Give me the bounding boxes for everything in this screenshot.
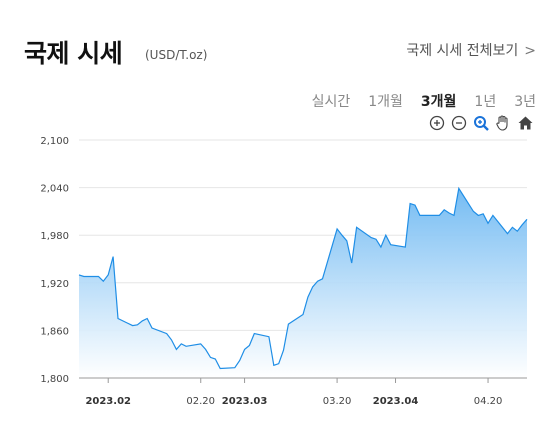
tab-3-months[interactable]: 3개월 — [420, 94, 457, 110]
pan-hand-icon[interactable] — [495, 114, 512, 132]
y-tick-label: 1,920 — [40, 279, 69, 290]
view-all-link[interactable]: 국제 시세 전체보기 > — [406, 40, 536, 60]
x-tick-label: 2023.02 — [85, 396, 131, 407]
x-tick-label: 2023.03 — [222, 396, 268, 407]
zoom-in-icon[interactable] — [429, 114, 446, 132]
price-area — [79, 188, 527, 378]
x-axis: 2023.02 02.20 2023.03 03.20 2023.04 04.20 — [79, 377, 527, 407]
page-title: 국제 시세 — [24, 39, 123, 68]
y-tick-label: 1,860 — [40, 326, 69, 337]
y-tick-label: 1,980 — [40, 231, 69, 242]
tab-1-month[interactable]: 1개월 — [368, 94, 403, 110]
x-tick-label: 02.20 — [186, 396, 215, 407]
y-axis: 1,800 1,860 1,920 1,980 2,040 2,100 — [40, 136, 69, 385]
period-tabs: 실시간 1개월 3개월 1년 3년 — [312, 91, 536, 111]
chevron-right-icon: > — [524, 43, 536, 59]
home-icon[interactable] — [517, 114, 534, 132]
tab-3-years[interactable]: 3년 — [514, 94, 536, 110]
y-tick-label: 1,800 — [40, 374, 69, 385]
x-tick-label: 03.20 — [323, 396, 352, 407]
zoom-out-icon[interactable] — [451, 114, 468, 132]
chart-toolbar — [429, 114, 534, 132]
unit-label: (USD/T.oz) — [145, 48, 208, 62]
y-tick-label: 2,040 — [40, 184, 69, 195]
price-chart: 1,800 1,860 1,920 1,980 2,040 2,100 2023.02 02… — [40, 136, 528, 407]
x-tick-label: 2023.04 — [373, 396, 419, 407]
x-tick-label: 04.20 — [474, 396, 503, 407]
tab-1-year[interactable]: 1년 — [474, 94, 497, 110]
price-line — [78, 186, 528, 370]
view-all-label: 국제 시세 전체보기 — [406, 43, 519, 59]
y-tick-label: 2,100 — [40, 136, 69, 147]
zoom-select-icon[interactable] — [473, 114, 490, 132]
tab-realtime[interactable]: 실시간 — [311, 94, 351, 110]
